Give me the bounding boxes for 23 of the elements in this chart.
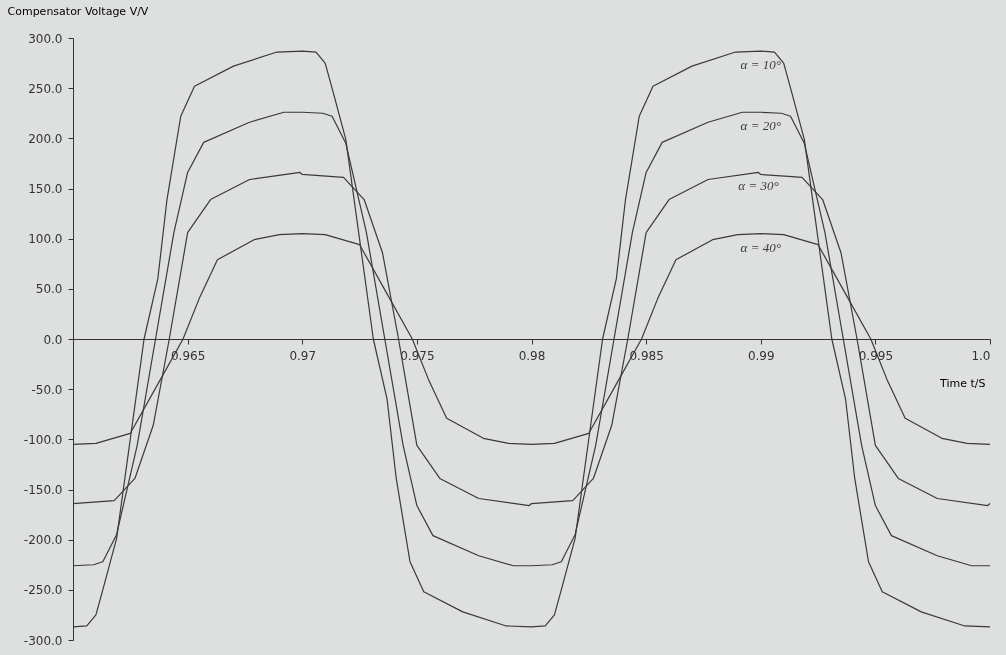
- x-tick-label: 0.97: [289, 348, 317, 363]
- x-axis-title: Time t/S: [939, 376, 986, 390]
- y-tick-label: -100.0: [23, 432, 63, 447]
- y-tick-label: 250.0: [28, 81, 63, 96]
- y-tick-label: 50.0: [35, 282, 63, 297]
- y-tick-label: 0.0: [43, 332, 63, 347]
- y-tick-label: -300.0: [23, 633, 63, 648]
- series-label: α = 40°: [740, 239, 781, 255]
- x-tick-label: 0.99: [747, 348, 775, 363]
- y-tick-label: -250.0: [23, 583, 63, 598]
- y-tick-label: 200.0: [28, 131, 63, 146]
- series-label: α = 30°: [738, 178, 779, 194]
- y-tick-label: 150.0: [28, 182, 63, 196]
- y-axis-title: Compensator Voltage V/V: [7, 4, 149, 18]
- x-tick-label: 0.98: [518, 348, 546, 363]
- x-tick-label: 1.0: [971, 348, 991, 363]
- y-tick-label: -50.0: [31, 382, 63, 397]
- series-label: α = 20°: [740, 118, 781, 134]
- y-tick-label: 300.0: [28, 31, 63, 46]
- y-tick-label: -150.0: [23, 483, 63, 497]
- series-label: α = 10°: [740, 57, 781, 73]
- y-tick-label: -200.0: [23, 533, 63, 548]
- y-tick-label: 100.0: [28, 232, 63, 247]
